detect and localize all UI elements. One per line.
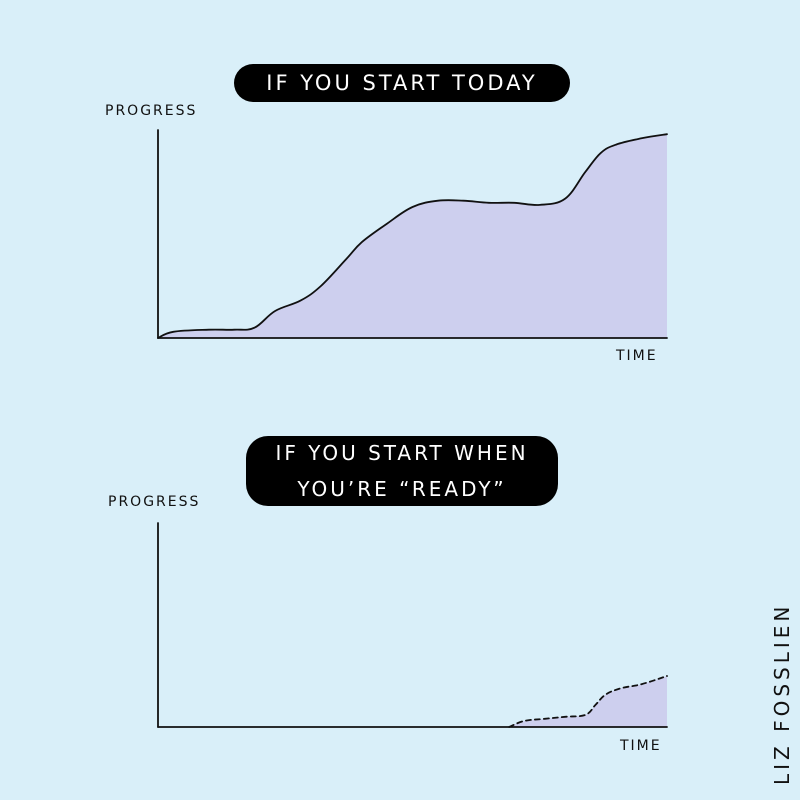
series-line-top xyxy=(157,133,668,339)
chart-title-top-text: IF YOU START TODAY xyxy=(266,71,538,95)
y-axis-label-top: PROGRESS xyxy=(105,103,198,119)
chart-title-top: IF YOU START TODAY xyxy=(234,64,570,102)
series-line-bottom xyxy=(508,675,668,728)
artist-signature: LIZ FOSSLIEN xyxy=(770,602,794,785)
x-axis-label-top: TIME xyxy=(616,348,658,364)
x-axis-label-bottom: TIME xyxy=(620,738,662,754)
chart-title-bottom-line1: IF YOU START WHEN xyxy=(275,441,529,465)
area-fill-bottom xyxy=(509,676,667,727)
area-fill-top xyxy=(158,134,667,338)
chart-title-bottom-line2: YOU’RE “READY” xyxy=(297,477,507,501)
chart-title-bottom: IF YOU START WHEN YOU’RE “READY” xyxy=(246,436,558,506)
y-axis-label-bottom: PROGRESS xyxy=(108,494,201,510)
